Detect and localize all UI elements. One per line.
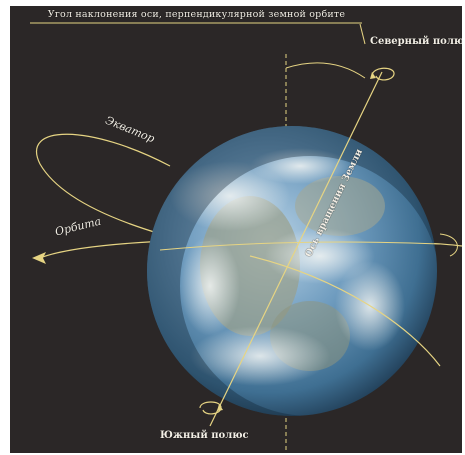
tilt-angle-arc bbox=[285, 62, 366, 79]
equator-line-front bbox=[249, 255, 441, 367]
earth-globe bbox=[147, 126, 437, 416]
orbit-line-front bbox=[159, 241, 441, 251]
cloud bbox=[250, 148, 350, 184]
north-rotation-arrow-icon bbox=[371, 67, 395, 81]
diagram-panel: Угол наклонения оси, перпендикулярной зе… bbox=[10, 6, 462, 453]
rotation-axis-line bbox=[209, 71, 383, 427]
land-mass bbox=[295, 176, 385, 236]
earth-diagram bbox=[30, 22, 462, 451]
cloud bbox=[190, 326, 330, 386]
title-leader-line bbox=[359, 23, 366, 45]
cloud bbox=[180, 236, 240, 336]
north-rotation-arrowhead-icon bbox=[370, 72, 376, 79]
cloud bbox=[170, 161, 290, 231]
south-rotation-arrowhead-icon bbox=[217, 404, 223, 411]
equator-loop-right bbox=[439, 233, 458, 257]
south-pole-label: Южный полюс bbox=[160, 430, 249, 441]
orbit-arrowhead-icon bbox=[32, 252, 46, 264]
north-pole-label: Северный полюс bbox=[370, 36, 462, 47]
diagram-title: Угол наклонения оси, перпендикулярной зе… bbox=[47, 9, 346, 20]
